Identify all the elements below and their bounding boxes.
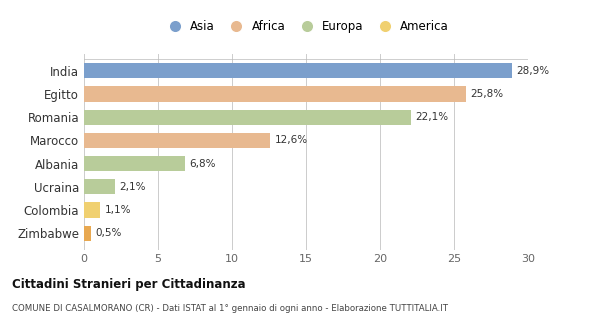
Text: 2,1%: 2,1% (119, 182, 146, 192)
Bar (84, 63, 512, 78)
Text: 12,6%: 12,6% (275, 135, 308, 145)
Text: 0,5%: 0,5% (96, 228, 122, 238)
Text: 6,8%: 6,8% (189, 159, 215, 169)
Text: COMUNE DI CASALMORANO (CR) - Dati ISTAT al 1° gennaio di ogni anno - Elaborazion: COMUNE DI CASALMORANO (CR) - Dati ISTAT … (12, 304, 448, 313)
Text: Cittadini Stranieri per Cittadinanza: Cittadini Stranieri per Cittadinanza (12, 278, 245, 292)
Legend: Asia, Africa, Europa, America: Asia, Africa, Europa, America (161, 17, 451, 35)
Text: 28,9%: 28,9% (516, 66, 549, 76)
Bar (84, 133, 271, 148)
Text: 1,1%: 1,1% (105, 205, 131, 215)
Bar (84, 156, 185, 171)
Bar (84, 203, 100, 218)
Bar (84, 110, 411, 125)
Bar (84, 226, 91, 241)
Text: 25,8%: 25,8% (470, 89, 503, 99)
Text: 22,1%: 22,1% (416, 112, 449, 122)
Bar (84, 86, 466, 101)
Bar (84, 179, 115, 194)
